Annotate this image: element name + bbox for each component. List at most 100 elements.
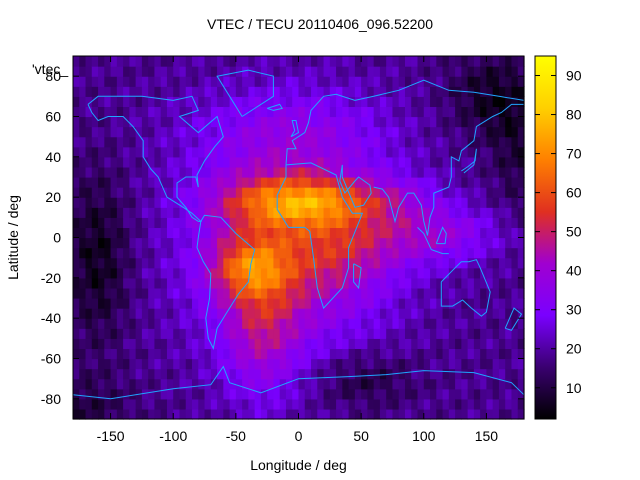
heatmap-cell <box>342 66 349 77</box>
heatmap-cell <box>468 389 475 400</box>
heatmap-cell <box>505 409 512 420</box>
heatmap-cell <box>92 238 99 249</box>
heatmap-cell <box>286 187 293 198</box>
heatmap-cell <box>179 268 186 279</box>
heatmap-cell <box>173 338 180 349</box>
heatmap-cell <box>430 147 437 158</box>
heatmap-cell <box>299 117 306 128</box>
heatmap-cell <box>198 369 205 380</box>
heatmap-cell <box>355 157 362 168</box>
heatmap-cell <box>179 409 186 420</box>
heatmap-cell <box>230 248 237 259</box>
heatmap-cell <box>136 318 143 329</box>
heatmap-cell <box>161 66 168 77</box>
heatmap-cell <box>223 137 230 148</box>
heatmap-cell <box>468 96 475 107</box>
heatmap-cell <box>230 359 237 370</box>
heatmap-cell <box>217 258 224 269</box>
heatmap-cell <box>173 318 180 329</box>
heatmap-cell <box>486 66 493 77</box>
heatmap-cell <box>267 248 274 259</box>
heatmap-cell <box>380 298 387 309</box>
heatmap-cell <box>449 399 456 410</box>
heatmap-cell <box>399 127 406 138</box>
heatmap-cell <box>367 227 374 238</box>
heatmap-cell <box>386 117 393 128</box>
heatmap-cell <box>192 328 199 339</box>
heatmap-cell <box>98 56 105 67</box>
heatmap-cell <box>79 399 86 410</box>
heatmap-cell <box>192 157 199 168</box>
heatmap-cell <box>223 197 230 208</box>
heatmap-cell <box>386 258 393 269</box>
heatmap-cell <box>286 96 293 107</box>
heatmap-cell <box>192 86 199 97</box>
heatmap-cell <box>179 338 186 349</box>
heatmap-cell <box>129 258 136 269</box>
heatmap-cell <box>399 389 406 400</box>
heatmap-cell <box>330 328 337 339</box>
heatmap-cell <box>167 76 174 87</box>
heatmap-cell <box>505 338 512 349</box>
heatmap-cell <box>192 338 199 349</box>
heatmap-cell <box>399 258 406 269</box>
heatmap-cell <box>261 328 268 339</box>
heatmap-cell <box>499 157 506 168</box>
heatmap-cell <box>267 217 274 228</box>
heatmap-cell <box>299 86 306 97</box>
heatmap-cell <box>117 157 124 168</box>
heatmap-cell <box>486 258 493 269</box>
heatmap-cell <box>399 399 406 410</box>
heatmap-cell <box>499 217 506 228</box>
heatmap-cell <box>267 137 274 148</box>
heatmap-cell <box>167 167 174 178</box>
heatmap-cell <box>205 217 212 228</box>
heatmap-cell <box>455 227 462 238</box>
heatmap-cell <box>342 238 349 249</box>
heatmap-cell <box>73 96 80 107</box>
heatmap-cell <box>511 389 518 400</box>
heatmap-cell <box>280 258 287 269</box>
heatmap-cell <box>98 268 105 279</box>
heatmap-cell <box>399 379 406 390</box>
heatmap-cell <box>286 106 293 117</box>
heatmap-cell <box>217 207 224 218</box>
heatmap-cell <box>392 389 399 400</box>
heatmap-cell <box>418 338 425 349</box>
heatmap-cell <box>449 238 456 249</box>
heatmap-cell <box>486 197 493 208</box>
heatmap-cell <box>392 137 399 148</box>
heatmap-cell <box>461 248 468 259</box>
heatmap-cell <box>399 288 406 299</box>
heatmap-cell <box>248 298 255 309</box>
heatmap-cell <box>217 338 224 349</box>
heatmap-cell <box>411 117 418 128</box>
heatmap-cell <box>311 379 318 390</box>
heatmap-cell <box>261 308 268 319</box>
heatmap-cell <box>179 359 186 370</box>
heatmap-cell <box>292 308 299 319</box>
heatmap-cell <box>399 409 406 420</box>
heatmap-cell <box>286 238 293 249</box>
heatmap-cell <box>386 137 393 148</box>
heatmap-cell <box>79 318 86 329</box>
heatmap-cell <box>117 76 124 87</box>
heatmap-cell <box>468 369 475 380</box>
heatmap-cell <box>443 127 450 138</box>
heatmap-cell <box>148 147 155 158</box>
heatmap-cell <box>461 227 468 238</box>
heatmap-cell <box>361 268 368 279</box>
heatmap-cell <box>299 308 306 319</box>
heatmap-cell <box>242 409 249 420</box>
heatmap-cell <box>186 399 193 410</box>
heatmap-cell <box>511 106 518 117</box>
heatmap-cell <box>511 167 518 178</box>
heatmap-cell <box>104 298 111 309</box>
heatmap-cell <box>223 389 230 400</box>
heatmap-cell <box>111 217 118 228</box>
heatmap-cell <box>86 318 93 329</box>
heatmap-cell <box>286 389 293 400</box>
heatmap-cell <box>468 177 475 188</box>
heatmap-cell <box>418 86 425 97</box>
heatmap-cell <box>161 328 168 339</box>
